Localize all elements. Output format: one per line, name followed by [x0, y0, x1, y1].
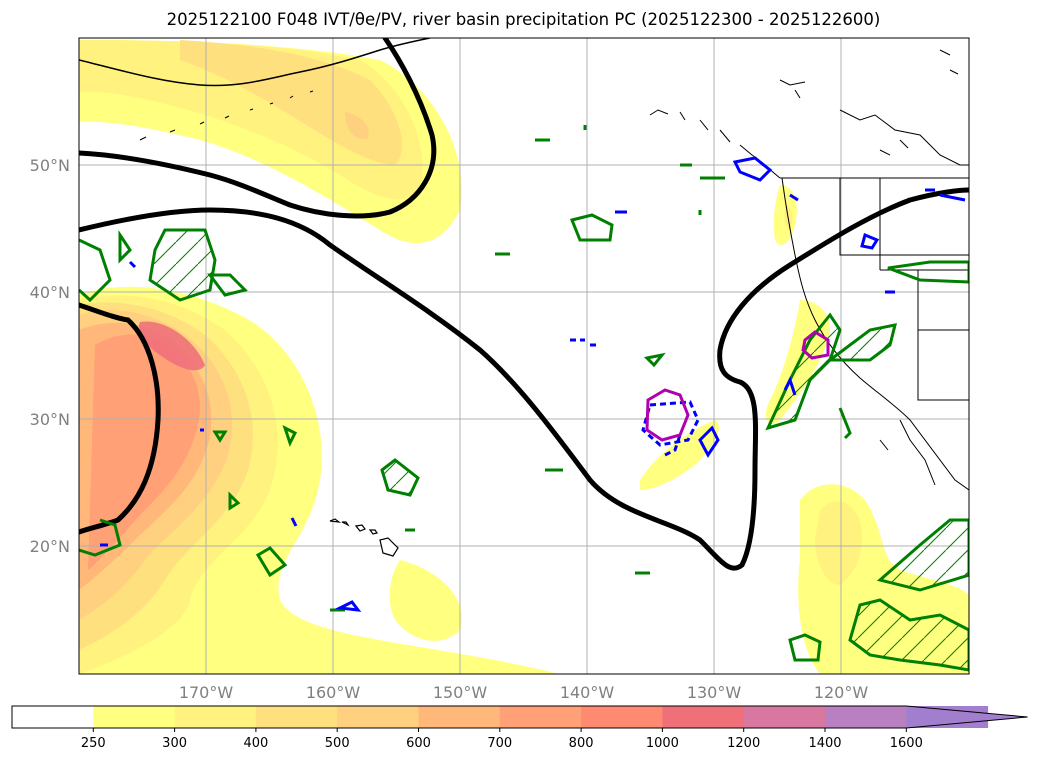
colorbar-segment	[255, 706, 338, 728]
colorbar-segment	[418, 706, 501, 728]
pv-negative-contours	[100, 156, 966, 612]
gridlines	[79, 38, 969, 674]
colorbar-tick-label: 1000	[646, 736, 679, 751]
lat-label: 30°N	[30, 410, 70, 429]
lon-label: 130°W	[687, 683, 742, 702]
colorbar-extend	[906, 706, 1028, 728]
lat-labels: 50°N 40°N 30°N 20°N	[30, 156, 70, 556]
map-frame	[78, 37, 970, 675]
lon-labels: 170°W 160°W 150°W 140°W 130°W 120°W	[179, 683, 869, 702]
map-area	[79, 38, 969, 674]
lon-label: 150°W	[433, 683, 488, 702]
lat-label: 20°N	[30, 537, 70, 556]
colorbar-tick-label: 1400	[808, 736, 841, 751]
colorbar-tick-label: 1200	[727, 736, 760, 751]
lon-label: 170°W	[179, 683, 234, 702]
colorbar-tick-label: 1600	[890, 736, 923, 751]
lon-label: 160°W	[306, 683, 361, 702]
lat-label: 50°N	[30, 156, 70, 175]
colorbar-segment	[174, 706, 257, 728]
colorbar-segment	[662, 706, 745, 728]
lon-label: 140°W	[560, 683, 615, 702]
lon-label: 120°W	[814, 683, 869, 702]
colorbar-tick-label: 250	[81, 736, 106, 751]
colorbar-segment	[337, 706, 419, 728]
colorbar-tick-label: 600	[406, 736, 431, 751]
colorbar-segment	[93, 706, 176, 728]
colorbar-segment	[743, 706, 826, 728]
colorbar-tick-label: 500	[325, 736, 350, 751]
precip-pc-contours	[645, 330, 830, 442]
colorbar: 250 300 400 500 600 700 800 1000 1200 1400 1600	[11, 705, 1028, 751]
hawaiian-islands	[329, 518, 399, 557]
colorbar-segment	[499, 706, 582, 728]
colorbar-tick-label: 800	[569, 736, 594, 751]
colorbar-tick-label: 400	[243, 736, 268, 751]
lat-label: 40°N	[30, 283, 70, 302]
colorbar-segment	[581, 706, 663, 728]
colorbar-segment	[825, 706, 907, 728]
colorbar-tick-label: 700	[487, 736, 512, 751]
colorbar-tick-label: 300	[162, 736, 187, 751]
colorbar-outline	[11, 705, 1028, 729]
map-title: 2025122100 F048 IVT/θe/PV, river basin p…	[166, 10, 881, 29]
pv-positive-contours	[79, 125, 969, 672]
colorbar-segment	[12, 706, 94, 728]
coastlines	[79, 38, 969, 491]
